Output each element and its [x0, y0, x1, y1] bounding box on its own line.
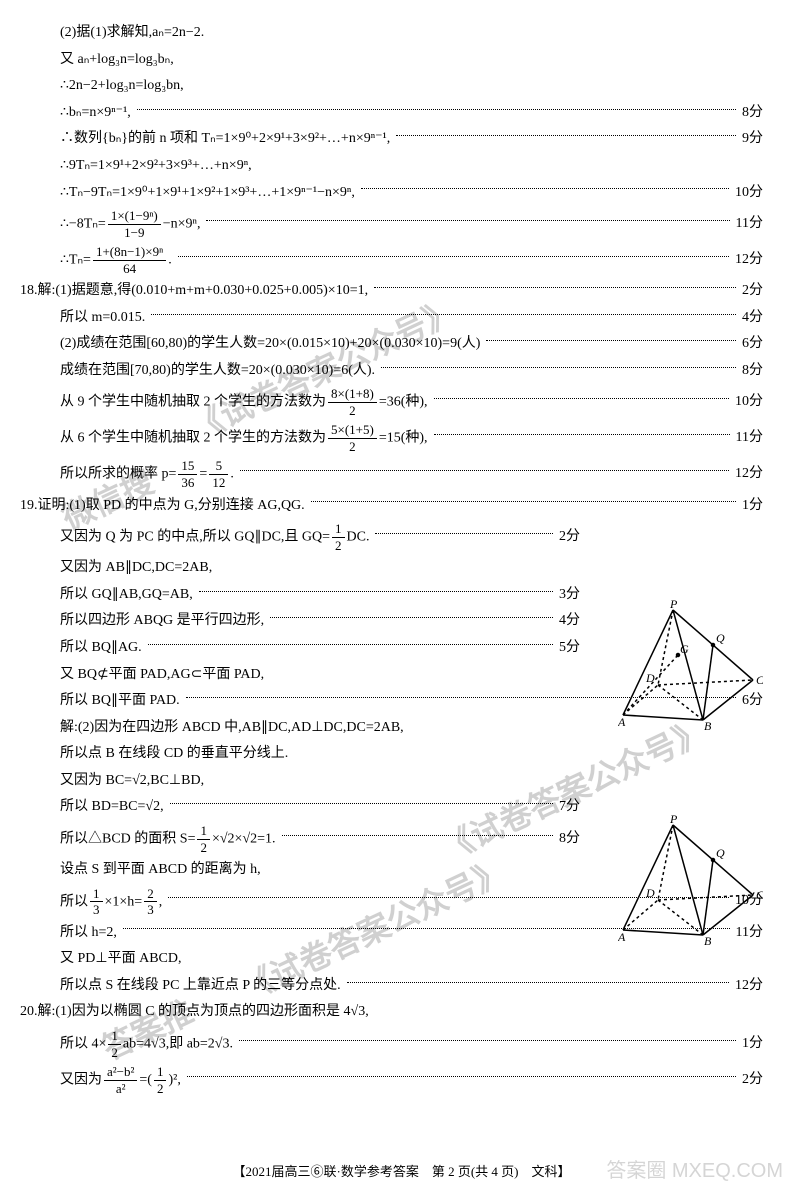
svg-text:B: B: [704, 719, 712, 730]
svg-text:G: G: [680, 642, 689, 656]
text-line: 又因为a²−b²a²=(12)²,2分: [40, 1062, 763, 1098]
corner-watermark: 答案圈 MXEQ.COM: [606, 1152, 783, 1190]
text-line: 所以点 S 在线段 PC 上靠近点 P 的三等分点处.12分: [40, 973, 763, 1000]
svg-text:Q: Q: [716, 631, 725, 645]
text-line: 所以△BCD 的面积 S=12×√2×√2=1.8分: [40, 821, 580, 857]
text-line: 所以点 B 在线段 CD 的垂直平分线上.: [40, 741, 763, 768]
text-line: 20.解:(1)因为以椭圆 C 的顶点为顶点的四边形面积是 4√3,: [40, 999, 763, 1026]
text-line: ∴Tₙ−9Tₙ=1×9⁰+1×9¹+1×9²+1×9³+…+1×9ⁿ⁻¹−n×9…: [40, 180, 763, 207]
text-line: 所以 GQ∥AB,GQ=AB,3分: [40, 582, 580, 609]
figure-pyramid-1: P Q C B A D G: [618, 600, 763, 741]
svg-text:P: P: [669, 815, 678, 826]
text-line: 成绩在范围[70,80)的学生人数=20×(0.030×10)=6(人).8分: [40, 358, 763, 385]
svg-text:A: A: [618, 930, 626, 944]
text-line: (2)据(1)求解知,aₙ=2n−2.: [40, 20, 763, 47]
svg-text:D: D: [645, 886, 655, 900]
figure-pyramid-2: P Q C B A D: [618, 815, 763, 956]
svg-text:C: C: [756, 673, 763, 687]
text-line: ∴−8Tₙ=1×(1−9ⁿ)1−9−n×9ⁿ,11分: [40, 206, 763, 242]
svg-text:B: B: [704, 934, 712, 945]
text-line: 所以 BQ∥AG.5分: [40, 635, 580, 662]
text-line: 又因为 Q 为 PC 的中点,所以 GQ∥DC,且 GQ=12DC.2分: [40, 519, 580, 555]
text-line: 所以 4×12ab=4√3,即 ab=2√3.1分: [40, 1026, 763, 1062]
svg-text:D: D: [645, 671, 655, 685]
svg-text:P: P: [669, 600, 678, 611]
text-line: 又 aₙ+log₃n=log₃bₙ,: [40, 47, 763, 74]
svg-text:Q: Q: [716, 846, 725, 860]
text-line: 18.解:(1)据题意,得(0.010+m+m+0.030+0.025+0.00…: [40, 278, 763, 305]
text-line: ∴2n−2+log₃n=log₃bn,: [40, 73, 763, 100]
text-line: ∴数列{bₙ}的前 n 项和 Tₙ=1×9⁰+2×9¹+3×9²+…+n×9ⁿ⁻…: [40, 126, 763, 153]
text-line: 所以 BD=BC=√2,7分: [40, 794, 580, 821]
text-line: 19.证明:(1)取 PD 的中点为 G,分别连接 AG,QG.1分: [40, 493, 763, 520]
text-line: 所以四边形 ABQG 是平行四边形,4分: [40, 608, 580, 635]
text-line: (2)成绩在范围[60,80)的学生人数=20×(0.015×10)+20×(0…: [40, 331, 763, 358]
text-line: ∴bₙ=n×9ⁿ⁻¹,8分: [40, 100, 763, 127]
text-line: ∴Tₙ=1+(8n−1)×9ⁿ64.12分: [40, 242, 763, 278]
text-line: 从 6 个学生中随机抽取 2 个学生的方法数为5×(1+5)2=15(种),11…: [40, 421, 763, 457]
text-line: 所以 m=0.015.4分: [40, 305, 763, 332]
text-line: 又因为 AB∥DC,DC=2AB,: [40, 555, 763, 582]
svg-text:A: A: [618, 715, 626, 729]
text-line: 从 9 个学生中随机抽取 2 个学生的方法数为8×(1+8)2=36(种),10…: [40, 385, 763, 421]
text-line: ∴9Tₙ=1×9¹+2×9²+3×9³+…+n×9ⁿ,: [40, 153, 763, 180]
svg-text:C: C: [756, 888, 763, 902]
text-line: 又因为 BC=√2,BC⊥BD,: [40, 768, 763, 795]
text-line: 所以所求的概率 p=1536=512.12分: [40, 457, 763, 493]
